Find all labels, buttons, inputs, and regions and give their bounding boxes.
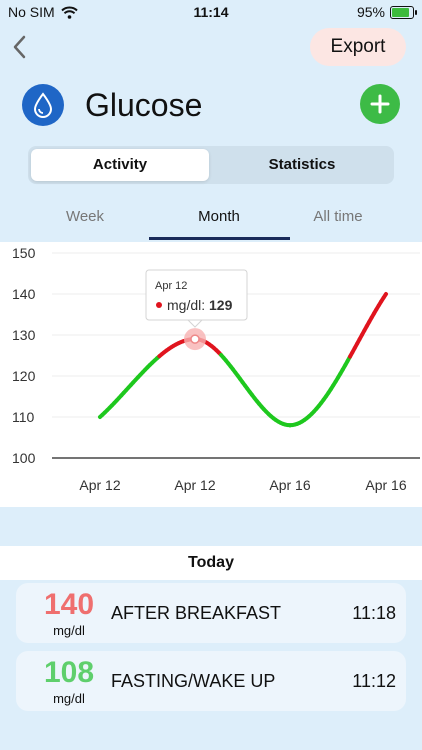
reading-value: 108	[43, 656, 95, 689]
tooltip-pointer	[186, 319, 204, 328]
data-point	[289, 424, 292, 427]
back-button[interactable]	[10, 32, 30, 62]
active-tab-indicator	[149, 237, 290, 240]
tooltip-date: Apr 12	[155, 280, 187, 292]
page-title: Glucose	[85, 87, 203, 123]
battery-percent: 95%	[356, 4, 385, 20]
reading-unit: mg/dl	[53, 623, 85, 638]
data-point	[99, 416, 102, 419]
x-tick-label: Apr 16	[365, 477, 406, 493]
data-point	[385, 293, 388, 296]
reading-value: 140	[43, 588, 95, 621]
tooltip-series-dot	[156, 302, 162, 308]
reading-card[interactable]: 108 mg/dl FASTING/WAKE UP 11:12	[16, 651, 406, 711]
series-line-segment	[381, 292, 388, 300]
add-button[interactable]	[360, 84, 400, 124]
export-button[interactable]: Export	[310, 28, 406, 66]
water-drop-icon	[33, 92, 53, 118]
period-tabs: Week Month All time	[0, 200, 422, 242]
view-segmented-control: Activity Statistics	[28, 146, 394, 184]
clock: 11:14	[193, 4, 229, 20]
status-bar: No SIM 11:14 95%	[0, 0, 422, 26]
reading-label: AFTER BREAKFAST	[111, 603, 282, 623]
y-tick-label: 150	[12, 245, 36, 261]
tooltip-label: mg/dl: 129	[167, 297, 233, 313]
y-tick-label: 140	[12, 286, 36, 302]
y-tick-label: 130	[12, 327, 36, 343]
tab-activity[interactable]: Activity	[31, 149, 209, 181]
x-tick-label: Apr 12	[174, 477, 215, 493]
tab-all-time[interactable]: All time	[313, 208, 363, 225]
carrier: No SIM	[8, 4, 55, 20]
x-tick-label: Apr 12	[79, 477, 120, 493]
tooltip-value: 129	[209, 297, 233, 313]
chart-svg: 100 110 120 130 140 150 Apr 12 Apr 12 Apr 16 Apr …	[12, 245, 420, 493]
chevron-left-icon	[13, 35, 26, 59]
tab-week[interactable]: Week	[65, 208, 105, 225]
plus-icon	[370, 94, 390, 114]
glucose-chart: 100 110 120 130 140 150 Apr 12 Apr 12 Apr 16 Apr …	[0, 242, 422, 507]
wifi-icon	[61, 6, 78, 19]
y-tick-label: 120	[12, 368, 36, 384]
reading-card[interactable]: 140 mg/dl AFTER BREAKFAST 11:18	[16, 583, 406, 643]
x-tick-label: Apr 16	[269, 477, 310, 493]
battery-icon	[390, 5, 417, 19]
reading-label: FASTING/WAKE UP	[111, 671, 276, 691]
y-tick-label: 110	[12, 409, 35, 425]
tab-month[interactable]: Month	[198, 208, 240, 225]
today-heading: Today	[0, 546, 422, 580]
highlight-point	[190, 334, 200, 344]
reading-time: 11:18	[352, 603, 396, 623]
reading-time: 11:12	[352, 671, 396, 691]
tab-statistics[interactable]: Statistics	[268, 156, 336, 173]
glucose-icon	[22, 84, 64, 126]
y-tick-label: 100	[12, 450, 36, 466]
reading-unit: mg/dl	[53, 691, 85, 706]
